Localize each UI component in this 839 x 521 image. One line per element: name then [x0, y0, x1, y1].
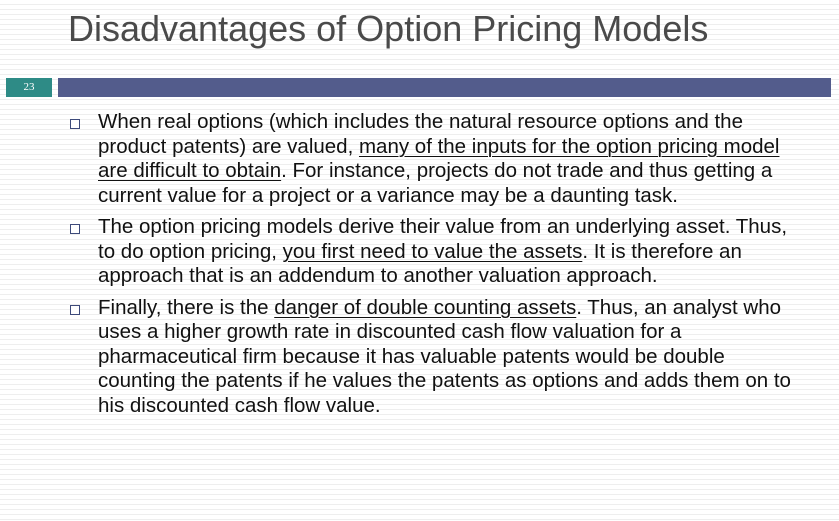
- bullet-item-input-difficulty: When real options (which includes the na…: [68, 110, 793, 208]
- bullet-text-before: Finally, there is the: [98, 295, 275, 319]
- slide-number-badge: 23: [6, 78, 52, 97]
- bullet-item-value-assets-first: The option pricing models derive their v…: [68, 215, 793, 289]
- bullet-text-before: When real options (which includes the na…: [98, 110, 743, 158]
- bullet-text-underlined: danger of double counting assets: [274, 295, 577, 319]
- square-bullet-icon: [70, 119, 80, 129]
- bullet-text-after: . It is therefore an approach that is an…: [98, 239, 742, 288]
- square-bullet-icon: [70, 224, 80, 234]
- bullet-text-underlined: many of the inputs for the option pricin…: [98, 134, 780, 183]
- title-divider-bar: [58, 78, 831, 97]
- bullet-text-underlined: you first need to value the assets: [282, 239, 583, 263]
- bullet-item-double-counting: Finally, there is the danger of double c…: [68, 296, 793, 419]
- bullet-text-after: . For instance, projects do not trade an…: [98, 159, 773, 207]
- bullet-text-after: . Thus, an analyst who uses a higher gro…: [98, 295, 791, 417]
- slide-title: Disadvantages of Option Pricing Models: [68, 8, 709, 49]
- bullet-text-before: The option pricing models derive their v…: [98, 215, 788, 263]
- square-bullet-icon: [70, 304, 80, 315]
- bullet-list: When real options (which includes the na…: [68, 110, 793, 425]
